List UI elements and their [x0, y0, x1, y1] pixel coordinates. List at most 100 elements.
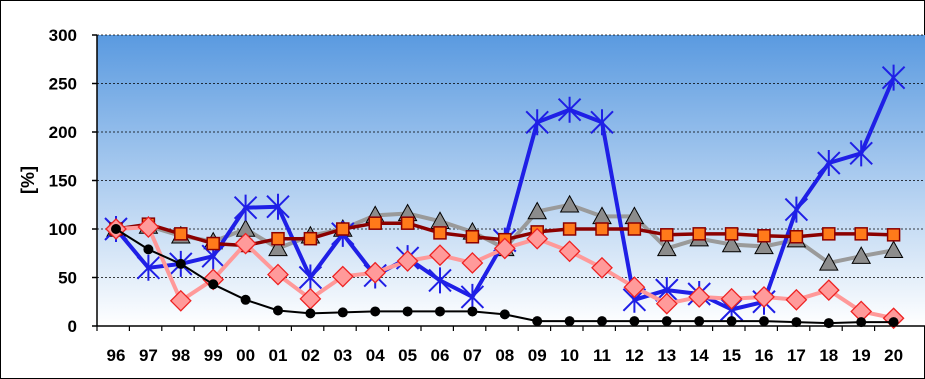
data-point-dot — [435, 306, 445, 317]
data-point-diamond — [493, 237, 516, 260]
y-tick-label: 200 — [49, 123, 77, 142]
data-point-cross — [460, 283, 485, 310]
data-point-dot — [175, 258, 186, 269]
data-point-square — [174, 227, 188, 241]
y-tick-label: 100 — [49, 220, 77, 239]
data-point-square — [433, 226, 447, 240]
data-point-square — [660, 228, 674, 242]
data-point-cross — [525, 109, 549, 136]
data-point-triangle — [883, 240, 904, 259]
x-tick-label: 09 — [528, 346, 547, 365]
x-tick-label: 02 — [301, 346, 320, 365]
data-point-dot — [629, 316, 640, 327]
data-point-triangle — [721, 234, 742, 253]
data-point-diamond — [655, 292, 678, 315]
data-point-cross — [557, 96, 582, 123]
series-layer — [104, 64, 906, 330]
data-point-cross — [590, 109, 614, 136]
data-point-square — [789, 230, 804, 244]
data-point-dot — [143, 244, 154, 255]
data-point-cross — [428, 267, 452, 294]
data-point-dot — [532, 316, 543, 327]
x-tick-label: 17 — [787, 346, 806, 365]
data-point-diamond — [817, 279, 840, 302]
x-tick-label: 04 — [366, 346, 385, 365]
data-point-cross — [881, 64, 906, 91]
x-tick-label: 03 — [333, 346, 352, 365]
x-tick-label: 12 — [625, 346, 644, 365]
x-tick-label: 06 — [431, 346, 450, 365]
x-tick-label: 07 — [463, 346, 482, 365]
data-point-diamond — [364, 261, 387, 284]
data-point-triangle — [559, 194, 580, 213]
x-tick-label: 16 — [755, 346, 774, 365]
x-tick-label: 18 — [819, 346, 838, 365]
data-point-square — [336, 222, 350, 236]
data-point-dot — [726, 316, 737, 327]
data-point-dot — [694, 316, 705, 327]
data-point-cross — [266, 193, 290, 220]
x-tick-label: 19 — [852, 346, 871, 365]
data-point-square — [724, 227, 739, 241]
data-point-cross — [849, 140, 873, 167]
data-point-triangle — [527, 201, 548, 220]
data-point-diamond — [558, 240, 581, 263]
data-point-diamond — [234, 232, 257, 255]
data-point-dot — [402, 306, 413, 317]
series-square — [109, 216, 901, 253]
data-point-dot — [661, 316, 672, 327]
data-point-dot — [597, 316, 607, 327]
data-point-diamond — [591, 256, 613, 279]
data-point-triangle — [754, 236, 774, 255]
data-point-diamond — [753, 285, 775, 308]
x-tick-label: 00 — [236, 346, 255, 365]
data-point-dot — [337, 307, 348, 318]
data-point-diamond — [396, 250, 419, 272]
data-point-diamond — [785, 288, 808, 311]
data-point-cross — [233, 194, 258, 221]
data-point-dot — [823, 318, 834, 329]
x-tick-label: 01 — [269, 346, 288, 365]
x-tick-label: 08 — [495, 346, 514, 365]
series-dot — [111, 224, 899, 329]
x-tick-label: 15 — [722, 346, 741, 365]
data-point-square — [595, 222, 609, 236]
data-point-diamond — [331, 265, 354, 288]
data-point-diamond — [461, 252, 484, 274]
data-point-triangle — [851, 246, 872, 264]
data-point-square — [627, 222, 642, 236]
x-tick-label: 98 — [171, 346, 190, 365]
series-diamond — [105, 216, 905, 330]
data-point-cross — [298, 264, 323, 291]
data-point-diamond — [720, 287, 743, 310]
data-point-diamond — [267, 263, 289, 286]
y-tick-label: 50 — [58, 269, 77, 288]
data-point-cross — [136, 254, 161, 281]
y-tick-label: 250 — [49, 75, 77, 94]
data-point-dot — [856, 317, 867, 328]
data-point-triangle — [268, 238, 288, 257]
x-tick-label: 11 — [593, 346, 611, 365]
x-tick-label: 99 — [204, 346, 223, 365]
data-point-dot — [791, 317, 802, 328]
x-tick-label: 13 — [657, 346, 676, 365]
x-tick-label: 10 — [560, 346, 579, 365]
data-point-square — [271, 231, 285, 246]
data-point-cross — [817, 150, 841, 177]
data-point-triangle — [656, 238, 677, 257]
data-point-dot — [273, 305, 283, 316]
data-point-dot — [888, 317, 899, 328]
x-tick-label: 96 — [107, 346, 126, 365]
data-point-cross — [784, 196, 809, 223]
y-tick-label: 0 — [68, 317, 77, 336]
data-point-diamond — [169, 289, 192, 312]
x-tick-label: 20 — [884, 346, 903, 365]
data-point-square — [206, 236, 220, 251]
data-point-dot — [370, 306, 381, 317]
data-point-diamond — [623, 276, 646, 299]
data-point-square — [368, 216, 382, 230]
data-point-diamond — [688, 285, 711, 308]
data-point-dot — [564, 316, 575, 327]
